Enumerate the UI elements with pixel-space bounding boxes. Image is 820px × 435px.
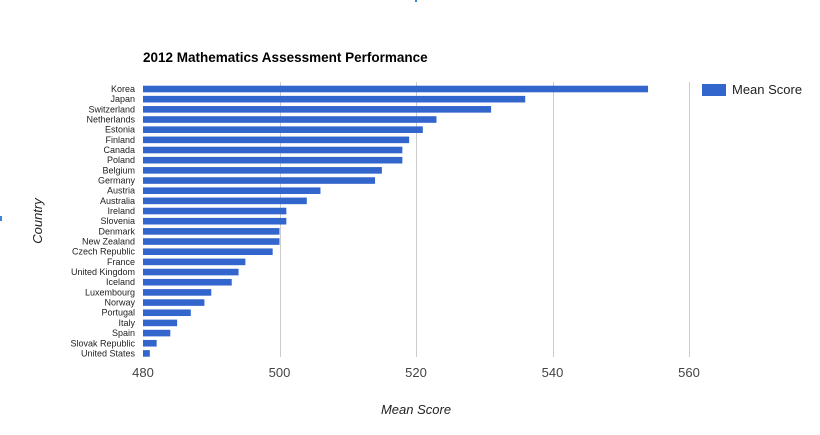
bar[interactable]	[143, 289, 212, 296]
bar[interactable]	[143, 106, 492, 113]
gridlines	[280, 82, 690, 357]
category-label: Czech Republic	[72, 247, 136, 257]
x-tick-labels: 480 500 520 540 560	[132, 365, 700, 380]
category-label: Ireland	[107, 206, 135, 216]
x-tick-label: 520	[405, 365, 427, 380]
x-tick-label: 500	[269, 365, 291, 380]
bar[interactable]	[143, 238, 280, 245]
category-label: New Zealand	[82, 237, 135, 247]
category-label: United States	[81, 348, 136, 358]
bar[interactable]	[143, 85, 649, 93]
category-label: Japan	[110, 94, 135, 104]
category-label: Australia	[100, 196, 135, 206]
category-label: Iceland	[106, 277, 135, 287]
bar[interactable]	[143, 268, 239, 276]
category-label: Spain	[112, 328, 135, 338]
bars	[143, 85, 649, 357]
bar[interactable]	[143, 217, 287, 225]
legend-label: Mean Score	[732, 82, 803, 97]
bar[interactable]	[143, 248, 273, 256]
bar[interactable]	[143, 167, 382, 174]
y-axis-title: Country	[30, 197, 45, 244]
category-label: Slovak Republic	[70, 338, 135, 348]
category-label: Netherlands	[86, 115, 135, 125]
bar[interactable]	[143, 350, 150, 357]
category-label: France	[107, 257, 135, 267]
category-label: Germany	[98, 176, 136, 186]
bar[interactable]	[143, 258, 246, 266]
category-label: Denmark	[98, 226, 135, 236]
bar[interactable]	[143, 299, 205, 306]
category-label: Luxembourg	[85, 287, 135, 297]
bar[interactable]	[143, 156, 403, 164]
category-labels: KoreaJapanSwitzerlandNetherlandsEstoniaF…	[70, 84, 135, 358]
category-label: Italy	[118, 318, 135, 328]
bar[interactable]	[143, 126, 423, 133]
category-label: Norway	[104, 298, 135, 308]
category-label: Estonia	[105, 125, 135, 135]
bar[interactable]	[143, 278, 232, 286]
bar[interactable]	[143, 116, 437, 123]
category-label: Austria	[107, 186, 135, 196]
bar[interactable]	[143, 136, 410, 144]
bar[interactable]	[143, 329, 171, 337]
x-axis-title: Mean Score	[381, 402, 451, 417]
category-label: Canada	[103, 145, 135, 155]
bar[interactable]	[143, 309, 191, 317]
legend-swatch	[702, 83, 726, 96]
category-label: Switzerland	[88, 104, 135, 114]
bar[interactable]	[143, 177, 376, 184]
x-tick-label: 480	[132, 365, 154, 380]
chart-title: 2012 Mathematics Assessment Performance	[143, 50, 428, 65]
category-label: Slovenia	[100, 216, 135, 226]
bar[interactable]	[143, 197, 307, 205]
bar[interactable]	[143, 339, 157, 347]
category-label: Finland	[105, 135, 135, 145]
edge-mark-top	[415, 0, 417, 2]
legend[interactable]: Mean Score	[702, 82, 802, 97]
category-label: Portugal	[101, 308, 135, 318]
bar[interactable]	[143, 95, 526, 103]
bar[interactable]	[143, 146, 403, 154]
bar[interactable]	[143, 187, 321, 194]
edge-mark-left	[0, 216, 2, 221]
x-tick-label: 540	[542, 365, 564, 380]
x-tick-label: 560	[678, 365, 700, 380]
category-label: Belgium	[102, 165, 135, 175]
category-label: Poland	[107, 155, 135, 165]
category-label: Korea	[111, 84, 135, 94]
category-label: United Kingdom	[71, 267, 135, 277]
bar[interactable]	[143, 319, 178, 327]
bar[interactable]	[143, 228, 280, 235]
bar[interactable]	[143, 207, 287, 215]
